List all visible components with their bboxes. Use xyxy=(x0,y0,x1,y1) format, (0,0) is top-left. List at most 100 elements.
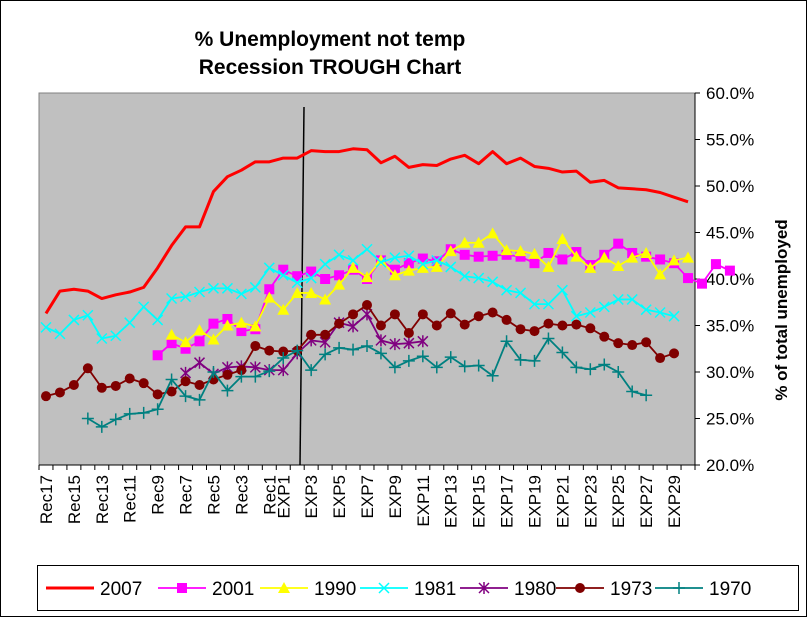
data-point-1970 xyxy=(179,390,192,403)
data-point-2001 xyxy=(710,259,721,270)
data-point-1973 xyxy=(473,311,484,322)
data-point-1990 xyxy=(626,251,639,263)
data-point-1981 xyxy=(54,328,66,340)
data-point-1973 xyxy=(180,376,191,387)
data-point-1970 xyxy=(444,351,457,364)
data-point-1970 xyxy=(81,412,94,425)
x-tick-label: Rec5 xyxy=(204,475,223,515)
data-point-1973 xyxy=(138,378,149,389)
data-point-1973 xyxy=(599,331,610,342)
data-point-1990 xyxy=(640,246,653,258)
legend-label: 1981 xyxy=(414,579,456,600)
data-point-1981 xyxy=(654,306,666,319)
data-point-2001 xyxy=(487,250,498,261)
data-point-2001 xyxy=(655,254,666,265)
data-point-1981 xyxy=(389,252,401,264)
data-point-1990 xyxy=(542,260,555,272)
data-point-1981 xyxy=(403,250,415,262)
chart-title-line-2: Recession TROUGH Chart xyxy=(198,56,462,79)
data-point-1990 xyxy=(570,250,583,262)
data-point-1970 xyxy=(277,352,290,365)
data-point-1970 xyxy=(402,354,415,367)
chart-title: % Unemployment not temp Recession TROUGH… xyxy=(80,26,580,82)
legend-label: 1973 xyxy=(610,579,652,600)
data-point-1990 xyxy=(416,261,429,273)
data-point-1973 xyxy=(250,340,261,351)
data-point-1981 xyxy=(333,249,345,261)
x-tick-label: EXP23 xyxy=(581,475,600,528)
data-point-2001 xyxy=(264,284,275,295)
x-tick-label: EXP17 xyxy=(498,475,517,528)
data-point-1973 xyxy=(68,380,79,391)
axes: 20.0% 25.0% 30.0% 35.0% 40.0% 45.0% 50.0% 55.0%… xyxy=(37,84,754,528)
data-point-1981 xyxy=(640,304,652,316)
data-point-1990 xyxy=(668,254,681,266)
legend-entry-1990: 1990 xyxy=(260,579,356,600)
data-point-1981 xyxy=(361,243,373,255)
x-tick-label: Rec13 xyxy=(93,475,112,524)
data-point-1990 xyxy=(305,286,318,298)
data-point-1973 xyxy=(166,386,177,397)
data-point-1970 xyxy=(640,389,653,402)
legend: 2007 2001 1990 1981 1980 1973 1970 xyxy=(37,565,799,611)
data-point-1970 xyxy=(458,360,471,373)
data-point-2001 xyxy=(417,253,428,264)
data-point-1970 xyxy=(361,339,373,352)
y-tick-label: 45.0% xyxy=(706,224,754,243)
data-point-1990 xyxy=(361,271,373,283)
data-point-1990 xyxy=(221,319,234,331)
data-point-1970 xyxy=(95,420,108,433)
data-point-1990 xyxy=(500,244,513,256)
data-point-1970 xyxy=(528,354,541,367)
data-point-1973 xyxy=(124,373,135,384)
data-point-1970 xyxy=(235,370,248,383)
data-point-1970 xyxy=(193,393,206,406)
data-point-1973 xyxy=(417,309,428,320)
data-point-2001 xyxy=(222,313,233,324)
series-line-1980 xyxy=(185,313,423,375)
data-point-1973 xyxy=(306,329,317,340)
data-point-1981 xyxy=(319,258,331,270)
data-point-1990 xyxy=(207,333,220,345)
y-tick-label: 60.0% xyxy=(706,84,754,103)
data-point-1980 xyxy=(193,356,206,369)
data-point-1970 xyxy=(556,346,569,359)
data-point-1970 xyxy=(584,363,597,376)
y-tick-label: 35.0% xyxy=(706,317,754,336)
data-point-1970 xyxy=(570,361,583,374)
legend-entry-1981: 1981 xyxy=(360,579,456,600)
data-point-1970 xyxy=(249,370,262,383)
data-point-1973 xyxy=(236,365,247,376)
data-point-1981 xyxy=(515,287,527,299)
data-point-1990 xyxy=(430,260,443,272)
data-point-1970 xyxy=(598,358,611,371)
data-point-1973 xyxy=(431,320,442,331)
data-point-1981 xyxy=(528,298,541,310)
data-point-1970 xyxy=(388,361,401,374)
x-tick-label: Rec15 xyxy=(65,475,84,524)
data-point-1981 xyxy=(584,306,596,319)
data-point-1981 xyxy=(96,332,108,345)
data-point-1973 xyxy=(375,320,386,331)
series-2007 xyxy=(44,147,689,315)
data-point-1981 xyxy=(375,256,387,268)
trough-line xyxy=(299,106,305,466)
data-point-1973 xyxy=(445,308,456,319)
legend-label: 1990 xyxy=(314,579,356,600)
y-tick-label: 40.0% xyxy=(706,270,754,289)
data-point-1970 xyxy=(542,332,555,345)
x-tick-label: EXP13 xyxy=(442,475,461,528)
data-point-1973 xyxy=(627,340,638,351)
data-point-1973 xyxy=(194,380,205,391)
data-point-1973 xyxy=(334,318,345,329)
data-point-1970 xyxy=(109,413,122,426)
data-point-1981 xyxy=(598,301,610,313)
series-1981 xyxy=(40,243,680,345)
data-point-1990 xyxy=(277,303,290,315)
data-point-1990 xyxy=(165,328,178,340)
trough-marker xyxy=(299,106,305,466)
data-point-2001 xyxy=(683,273,694,284)
data-point-1990 xyxy=(514,245,527,257)
data-point-1980 xyxy=(375,334,387,347)
data-point-2001 xyxy=(473,251,484,262)
